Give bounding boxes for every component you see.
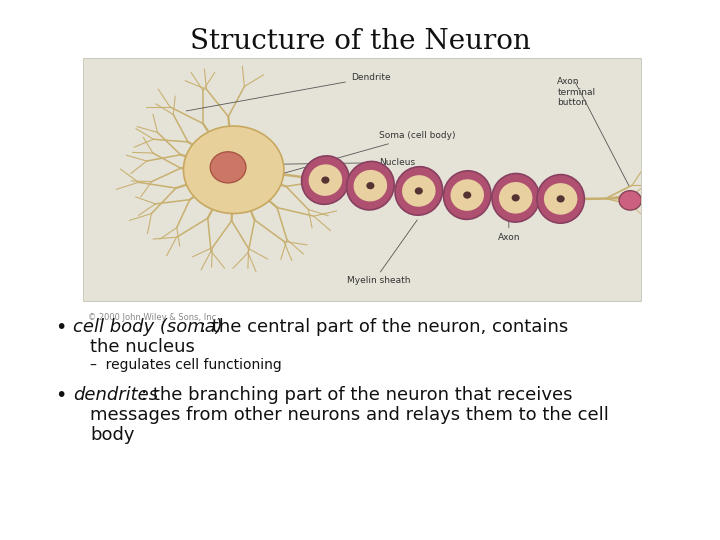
Text: Myelin sheath: Myelin sheath bbox=[347, 276, 410, 285]
Ellipse shape bbox=[451, 179, 484, 211]
Ellipse shape bbox=[544, 183, 577, 215]
Text: •: • bbox=[55, 386, 66, 405]
Circle shape bbox=[184, 126, 284, 213]
Text: body: body bbox=[90, 426, 135, 444]
Ellipse shape bbox=[492, 173, 539, 222]
Circle shape bbox=[367, 183, 374, 188]
Text: messages from other neurons and relays them to the cell: messages from other neurons and relays t… bbox=[90, 406, 609, 424]
Ellipse shape bbox=[537, 174, 585, 223]
Text: •: • bbox=[55, 318, 66, 337]
Ellipse shape bbox=[354, 170, 387, 201]
Circle shape bbox=[464, 192, 471, 198]
Text: dendrites: dendrites bbox=[73, 386, 158, 404]
Text: © 2000 John Wiley & Sons, Inc.: © 2000 John Wiley & Sons, Inc. bbox=[88, 313, 219, 322]
Text: : the central part of the neuron, contains: : the central part of the neuron, contai… bbox=[200, 318, 568, 336]
Ellipse shape bbox=[346, 161, 394, 210]
Ellipse shape bbox=[444, 171, 491, 219]
Circle shape bbox=[513, 195, 519, 201]
Ellipse shape bbox=[402, 175, 436, 207]
Text: Nucleus: Nucleus bbox=[231, 158, 415, 167]
Text: Dendrite: Dendrite bbox=[186, 73, 390, 111]
Text: Soma (cell body): Soma (cell body) bbox=[264, 131, 455, 179]
Ellipse shape bbox=[302, 156, 349, 204]
FancyBboxPatch shape bbox=[83, 58, 641, 301]
Circle shape bbox=[210, 152, 246, 183]
Ellipse shape bbox=[309, 164, 342, 196]
Text: –  regulates cell functioning: – regulates cell functioning bbox=[90, 358, 282, 372]
Text: the nucleus: the nucleus bbox=[90, 338, 195, 356]
Circle shape bbox=[322, 177, 329, 183]
Circle shape bbox=[415, 188, 422, 194]
Ellipse shape bbox=[395, 167, 443, 215]
Text: cell body (soma): cell body (soma) bbox=[73, 318, 222, 336]
Ellipse shape bbox=[499, 182, 532, 214]
Text: Axon: Axon bbox=[498, 186, 520, 242]
Circle shape bbox=[619, 191, 642, 210]
Circle shape bbox=[557, 196, 564, 202]
Text: Structure of the Neuron: Structure of the Neuron bbox=[189, 28, 531, 55]
Text: : the branching part of the neuron that receives: : the branching part of the neuron that … bbox=[141, 386, 572, 404]
Text: Axon
terminal
button: Axon terminal button bbox=[557, 77, 595, 107]
